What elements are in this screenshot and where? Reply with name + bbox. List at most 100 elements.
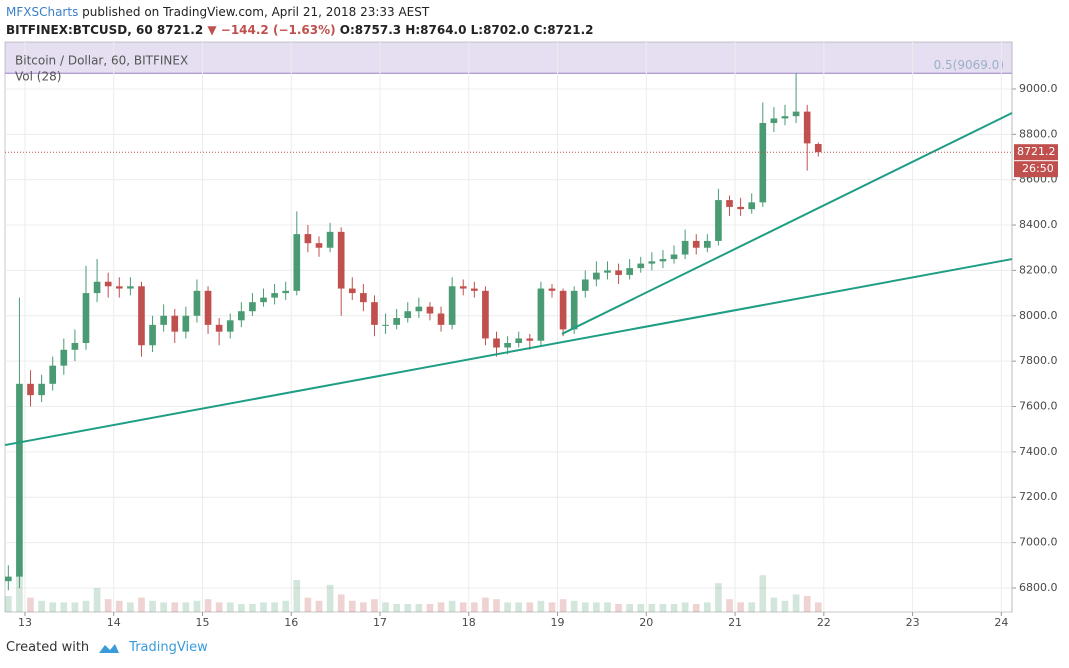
volume-bar	[38, 600, 45, 612]
volume-bar	[215, 602, 223, 612]
volume-bar	[426, 604, 434, 612]
volume-bar	[382, 602, 389, 612]
countdown-tag	[1014, 161, 1058, 178]
candle-body	[149, 324, 156, 346]
volume-bar	[593, 602, 600, 612]
candle-body	[27, 383, 34, 396]
candle-body	[426, 306, 434, 314]
trend-line	[4, 258, 1013, 447]
last-price-label: 8721.2	[1017, 145, 1056, 158]
fib-label: 0.5(9069.0)	[934, 58, 1004, 72]
candle-body	[404, 311, 412, 319]
candle-body	[437, 313, 445, 325]
low: L:8702.0	[470, 23, 530, 37]
volume-bar	[326, 584, 334, 612]
volume-bar	[204, 599, 212, 612]
open: O:8757.3	[339, 23, 402, 37]
volume-bar	[814, 602, 822, 612]
header: MFXSCharts published on TradingView.com,…	[6, 3, 594, 39]
volume-bar	[348, 600, 356, 612]
volume-bar	[681, 602, 689, 612]
volume-bar	[260, 602, 267, 612]
volume-bar	[626, 604, 633, 612]
volume-bar	[437, 602, 445, 612]
volume-bar	[648, 604, 656, 612]
volume-bar	[448, 600, 456, 612]
candle-body	[759, 122, 767, 203]
x-tick-label: 14	[107, 616, 121, 629]
candle-body	[160, 315, 167, 325]
candle-body	[182, 315, 190, 332]
volume-bar	[459, 602, 467, 612]
countdown: 26:50	[1022, 162, 1054, 175]
volume-bar	[759, 575, 767, 612]
y-tick-label: 8200.0	[1019, 263, 1058, 276]
close: C:8721.2	[533, 23, 594, 37]
volume-bar	[360, 602, 367, 612]
legend: Bitcoin / Dollar, 60, BITFINEX	[15, 54, 188, 68]
volume-bar	[470, 602, 478, 612]
candle-body	[459, 286, 467, 289]
last-price-tag	[1014, 144, 1058, 161]
volume-bar	[770, 597, 778, 612]
candle-body	[271, 293, 278, 298]
volume-bar	[82, 600, 90, 612]
volume-bar	[803, 596, 811, 612]
volume-bar	[604, 602, 611, 612]
candle-body	[559, 290, 567, 330]
publisher[interactable]: MFXSCharts	[6, 5, 79, 19]
y-tick-label: 8000.0	[1019, 309, 1058, 322]
candle-body	[692, 240, 700, 248]
candle-body	[360, 293, 367, 303]
volume-bar	[49, 602, 57, 612]
candle-body	[526, 338, 534, 341]
candle-body	[382, 324, 389, 326]
volume-bar	[781, 600, 789, 612]
candle-body	[226, 320, 234, 332]
plot-frame	[4, 41, 1013, 613]
candle-body	[493, 338, 500, 348]
candle-body	[215, 324, 223, 332]
x-tick-label: 13	[18, 616, 32, 629]
volume-bar	[537, 600, 545, 612]
candle-body	[548, 288, 556, 291]
volume-bar	[304, 597, 312, 612]
y-tick-label: 7200.0	[1019, 490, 1058, 503]
y-tick-label: 7800.0	[1019, 354, 1058, 367]
footer: Created with TradingView	[6, 640, 208, 655]
candle-body	[814, 144, 822, 153]
candle-body	[371, 302, 378, 325]
candle-body	[38, 383, 45, 396]
volume-bar	[615, 604, 622, 612]
candle-body	[615, 270, 622, 275]
y-tick-label: 7600.0	[1019, 400, 1058, 413]
candle-body	[237, 311, 245, 321]
volume-bar	[282, 600, 290, 612]
candle-body	[5, 576, 12, 582]
volume-bar	[504, 602, 511, 612]
volume-bar	[71, 602, 79, 612]
volume-bar	[104, 599, 112, 612]
volume-bar	[182, 602, 190, 612]
volume-bar	[637, 604, 645, 612]
volume-bar	[692, 604, 700, 612]
brand[interactable]: TradingView	[129, 640, 208, 655]
x-tick-label: 19	[551, 616, 565, 629]
y-tick-label: 6800.0	[1019, 581, 1058, 594]
volume-bar	[715, 583, 722, 612]
candle-body	[515, 338, 523, 343]
candle-body	[482, 290, 489, 339]
volume-bar	[193, 600, 201, 612]
volume-bar	[249, 604, 256, 612]
candle-body	[715, 200, 722, 241]
trend-line	[561, 112, 1013, 335]
volume-bar	[581, 602, 589, 612]
volume-bar	[726, 599, 733, 612]
candle-body	[348, 288, 356, 294]
volume-bar	[115, 600, 123, 612]
volume-bar	[548, 602, 556, 612]
volume-bar	[315, 600, 323, 612]
y-tick-label: 9000.0	[1019, 82, 1058, 95]
x-tick-label: 22	[817, 616, 831, 629]
